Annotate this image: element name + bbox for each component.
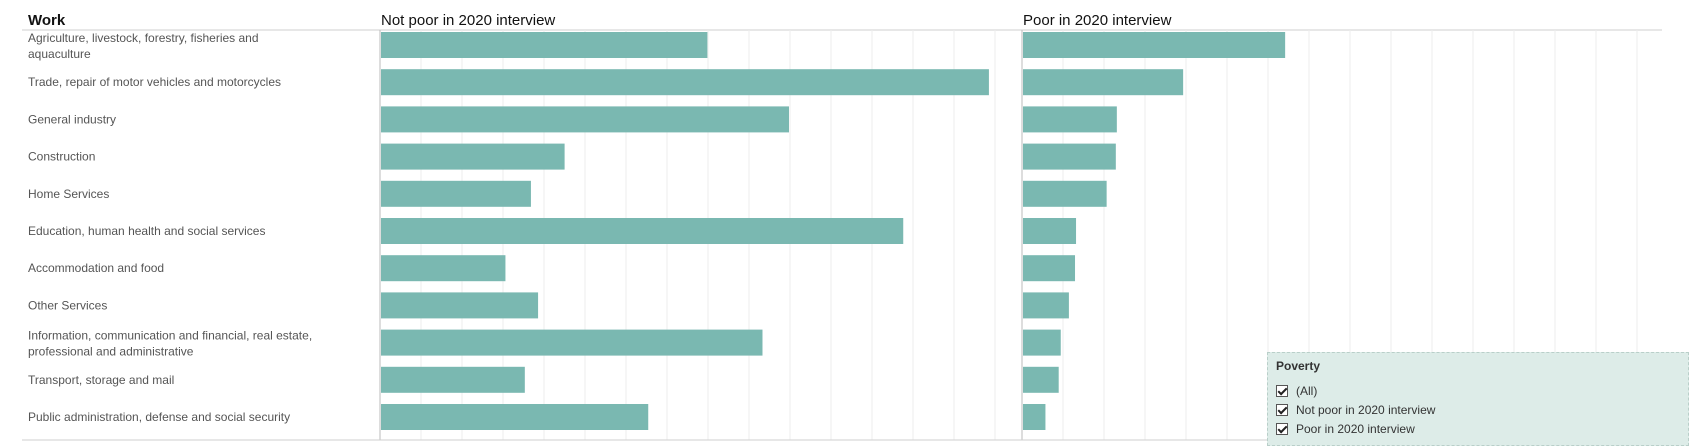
bar-not-poor [381, 404, 649, 430]
bar-not-poor [381, 292, 539, 319]
bar-not-poor [381, 329, 763, 356]
poverty-filter-legend: Poverty (All) Not poor in 2020 interview… [1267, 352, 1689, 446]
bar-not-poor [381, 106, 789, 133]
category-label: General industry [28, 112, 116, 126]
work-column-header: Work [28, 12, 66, 29]
bar-not-poor [381, 143, 565, 170]
category-label: Information, communication and financial… [28, 329, 312, 359]
bar-poor [1023, 143, 1116, 170]
bar-poor [1023, 329, 1061, 356]
bar-poor [1023, 106, 1117, 133]
category-label: Education, human health and social servi… [28, 224, 265, 238]
bar-poor [1023, 69, 1184, 96]
legend-item-all[interactable]: (All) [1276, 381, 1680, 400]
bar-poor [1023, 180, 1107, 207]
legend-item-label: Poor in 2020 interview [1296, 421, 1415, 436]
bar-not-poor [381, 180, 531, 207]
bar-poor [1023, 366, 1059, 393]
legend-title: Poverty [1276, 359, 1321, 373]
bar-poor [1023, 218, 1077, 244]
legend-item-poor[interactable]: Poor in 2020 interview [1276, 419, 1680, 438]
legend-item-label: Not poor in 2020 interview [1296, 402, 1436, 417]
legend-item-label: (All) [1296, 383, 1318, 398]
bar-not-poor [381, 69, 989, 96]
category-label: Other Services [28, 298, 107, 312]
category-label: Accommodation and food [28, 261, 164, 275]
bar-not-poor [381, 366, 525, 393]
bar-not-poor [381, 218, 904, 244]
bar-poor [1023, 404, 1046, 430]
category-label: Home Services [28, 187, 109, 201]
legend-item-not-poor[interactable]: Not poor in 2020 interview [1276, 400, 1680, 419]
bar-not-poor [381, 32, 708, 58]
bar-poor [1023, 32, 1286, 58]
panel-header-0: Not poor in 2020 interview [381, 12, 555, 29]
category-label: Construction [28, 150, 95, 164]
category-label: Transport, storage and mail [28, 373, 174, 387]
category-label: Trade, repair of motor vehicles and moto… [28, 75, 281, 89]
category-label: Public administration, defense and socia… [28, 410, 290, 424]
bar-poor [1023, 255, 1076, 282]
checkbox-poor[interactable] [1276, 422, 1288, 435]
checkbox-not-poor[interactable] [1276, 403, 1288, 416]
bar-poor [1023, 292, 1069, 319]
category-label: Agriculture, livestock, forestry, fisher… [28, 31, 259, 61]
bar-not-poor [381, 255, 506, 282]
panel-header-1: Poor in 2020 interview [1023, 12, 1172, 29]
checkbox-all[interactable] [1276, 384, 1288, 397]
